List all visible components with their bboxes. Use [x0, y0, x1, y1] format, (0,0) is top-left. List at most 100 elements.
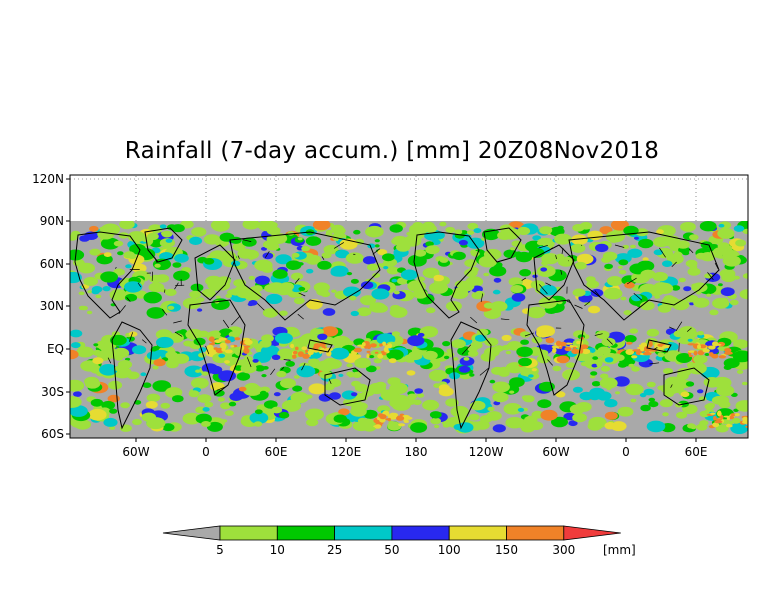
- coastline: [646, 339, 672, 353]
- border-line: [538, 284, 548, 295]
- border-line: [283, 359, 291, 361]
- colorbar-level-label: 10: [270, 543, 285, 557]
- coastline: [144, 227, 183, 263]
- border-line: [500, 318, 510, 321]
- x-tick-label: 60W: [122, 445, 149, 459]
- border-line: [524, 332, 534, 337]
- coastline: [187, 299, 246, 396]
- x-tick-label: 60E: [265, 445, 288, 459]
- border-line: [328, 378, 332, 384]
- border-line: [461, 344, 472, 355]
- y-axis: 120N 90N 60N 30N EQ 30S 60S: [32, 172, 70, 441]
- border-line: [257, 303, 265, 311]
- border-line: [669, 326, 675, 330]
- border-line: [216, 386, 227, 391]
- border-line: [265, 251, 270, 258]
- border-line: [372, 248, 381, 255]
- border-line: [137, 282, 142, 288]
- colorbar-unit: [mm]: [603, 543, 636, 557]
- colorbar-segment: [506, 525, 565, 541]
- border-line: [231, 315, 241, 326]
- border-line: [242, 239, 252, 242]
- border-line: [237, 255, 240, 259]
- rainfall-field: [70, 221, 748, 434]
- border-line: [688, 248, 694, 254]
- border-line: [334, 242, 344, 249]
- border-line: [154, 257, 158, 264]
- border-line: [566, 300, 572, 304]
- x-tick-label: 120W: [469, 445, 504, 459]
- y-tick-label: 60N: [40, 257, 64, 271]
- border-line: [297, 313, 304, 320]
- border-line: [107, 357, 112, 364]
- x-tick-label: 60W: [542, 445, 569, 459]
- border-line: [670, 384, 673, 388]
- border-line: [222, 319, 230, 329]
- x-tick-label: 180: [405, 445, 428, 459]
- border-line: [714, 262, 719, 270]
- border-line: [561, 247, 564, 254]
- colorbar-segment: [334, 525, 393, 541]
- border-line: [686, 327, 692, 332]
- border-line: [321, 256, 325, 260]
- border-line: [161, 308, 168, 316]
- colorbar-arrow-low: [162, 525, 221, 541]
- border-line: [606, 338, 613, 345]
- border-line: [560, 270, 563, 275]
- border-line: [174, 331, 183, 337]
- border-line: [633, 293, 643, 301]
- border-line: [545, 282, 551, 286]
- border-line: [550, 247, 554, 250]
- coastline: [663, 367, 710, 406]
- coastline: [526, 299, 585, 396]
- rain-cells: [400, 221, 748, 434]
- border-line: [281, 367, 285, 371]
- y-tick-label: 90N: [40, 214, 64, 228]
- border-line: [626, 277, 637, 285]
- y-tick-label: 60S: [41, 427, 64, 441]
- border-line: [707, 272, 714, 281]
- border-line: [141, 339, 147, 344]
- colorbar-level-label: 5: [216, 543, 224, 557]
- border-line: [246, 357, 252, 368]
- colorbar-level-label: 25: [327, 543, 342, 557]
- border-line: [574, 304, 583, 309]
- x-tick-label: 60E: [685, 445, 708, 459]
- border-line: [649, 362, 660, 365]
- rain-cells: [70, 221, 415, 432]
- colorbar-level-label: 100: [438, 543, 461, 557]
- border-line: [581, 244, 583, 246]
- border-line: [547, 359, 553, 366]
- border-line: [174, 282, 179, 290]
- border-line: [671, 261, 677, 267]
- coastline: [194, 244, 236, 301]
- border-line: [115, 266, 117, 269]
- coastline: [307, 339, 333, 353]
- coastline: [74, 231, 141, 319]
- gridlines: [70, 176, 748, 221]
- border-line: [298, 292, 306, 297]
- border-line: [205, 345, 210, 355]
- colorbar-segment: [219, 525, 278, 541]
- colorbar-level-label: 150: [495, 543, 518, 557]
- border-line: [294, 278, 300, 284]
- x-axis: 60W 0 60E 120E 180 120W 60W 0 60E: [122, 438, 707, 459]
- y-tick-label: 30N: [40, 299, 64, 313]
- border-line: [301, 363, 306, 371]
- border-line: [270, 368, 276, 376]
- chart-title: Rainfall (7-day accum.) [mm] 20Z08Nov201…: [124, 138, 660, 164]
- y-tick-label: 30S: [41, 385, 64, 399]
- colorbar-level-label: 50: [384, 543, 399, 557]
- border-line: [594, 333, 603, 336]
- border-line: [653, 347, 658, 350]
- coastline: [111, 321, 153, 430]
- coastlines: [74, 227, 720, 430]
- coastline: [324, 367, 371, 406]
- y-tick-label: EQ: [47, 342, 64, 356]
- x-tick-label: 120E: [331, 445, 362, 459]
- colorbar-segment: [391, 525, 450, 541]
- colorbar-segment: [276, 525, 335, 541]
- border-line: [237, 352, 242, 362]
